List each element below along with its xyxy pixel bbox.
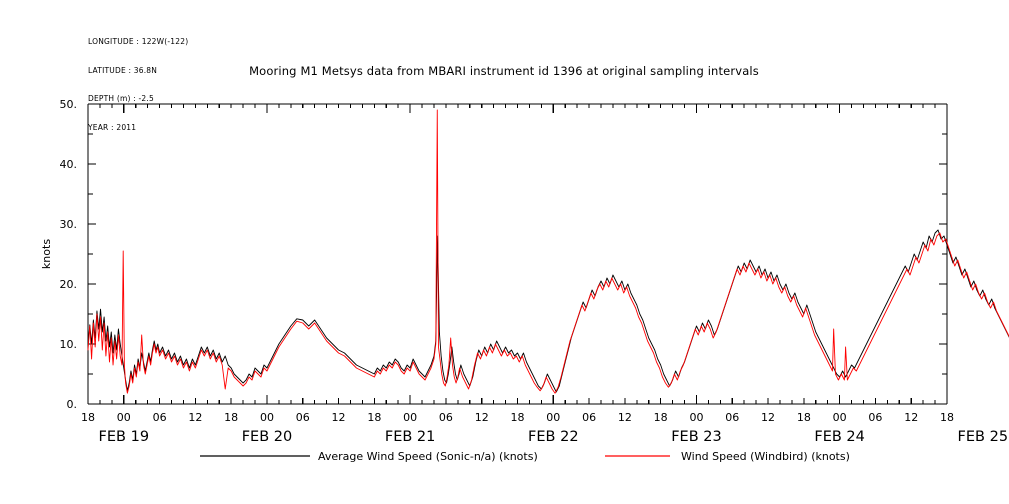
x-tick-hour-label: 18 [654,411,668,424]
y-tick-label: 30. [60,218,78,231]
x-tick-hour-label: 06 [582,411,596,424]
x-tick-hour-label: 06 [153,411,167,424]
depth-label: DEPTH (m) : -2.5 [88,94,154,103]
metadata-block: LONGITUDE : 122W(-122) LATITUDE : 36.8N … [88,18,188,151]
y-axis-label: knots [40,239,53,269]
chart-legend: Average Wind Speed (Sonic-n/a) (knots) W… [200,450,850,463]
y-tick-label: 20. [60,278,78,291]
legend-label-windbird: Wind Speed (Windbird) (knots) [681,450,850,463]
y-tick-label: 50. [60,98,78,111]
x-tick-hour-label: 00 [260,411,274,424]
x-tick-hour-label: 00 [403,411,417,424]
y-axis-ticks: 0. 10. 20. 30. 40. 50. [60,98,947,411]
x-tick-hour-label: 06 [296,411,310,424]
legend-label-sonic: Average Wind Speed (Sonic-n/a) (knots) [318,450,538,463]
x-tick-hour-label: 06 [439,411,453,424]
y-tick-label: 10. [60,338,78,351]
latitude-label: LATITUDE : 36.8N [88,65,158,75]
x-tick-hour-label: 18 [940,411,954,424]
x-tick-hour-label: 12 [188,411,202,424]
series-line-windbird [87,109,1009,394]
x-axis-day-label: FEB 21 [385,429,436,445]
x-tick-hour-label: 00 [117,411,131,424]
x-axis-day-label: FEB 19 [99,429,150,445]
x-tick-hour-label: 18 [511,411,525,424]
x-tick-hour-label: 18 [797,411,811,424]
longitude-label: LONGITUDE : 122W(-122) [88,37,189,46]
data-series-group [87,109,1009,394]
x-axis-day-labels: FEB 19 FEB 20 FEB 21 FEB 22 FEB 23 FEB 24 FEB … [99,429,1009,445]
x-tick-hour-label: 12 [332,411,346,424]
x-tick-hour-label: 18 [81,411,95,424]
y-tick-label: 40. [60,158,78,171]
x-tick-hour-label: 06 [725,411,739,424]
x-axis-hour-labels: 18 00 06 12 18 00 06 12 18 00 06 12 18 00 06 12 18 00 06 12… [81,411,954,424]
x-tick-hour-label: 12 [904,411,918,424]
year-label: YEAR : 2011 [88,122,137,132]
axis-frame [87,103,948,405]
x-tick-hour-label: 18 [367,411,381,424]
x-tick-hour-label: 12 [761,411,775,424]
x-axis-day-label: FEB 23 [671,429,722,445]
chart-title: Mooring M1 Metsys data from MBARI instru… [249,64,759,78]
x-tick-hour-label: 00 [546,411,560,424]
x-tick-hour-label: 18 [224,411,238,424]
x-tick-hour-label: 00 [833,411,847,424]
x-tick-hour-label: 00 [689,411,703,424]
x-tick-hour-label: 12 [475,411,489,424]
x-axis-day-label: FEB 20 [242,429,293,445]
x-tick-hour-label: 06 [868,411,882,424]
x-axis-day-label: FEB 25 [958,429,1009,445]
y-tick-label: 0. [67,398,78,411]
x-tick-hour-label: 12 [618,411,632,424]
x-axis-day-label: FEB 22 [528,429,579,445]
x-axis-day-label: FEB 24 [814,429,865,445]
series-line-sonic [87,229,1009,393]
